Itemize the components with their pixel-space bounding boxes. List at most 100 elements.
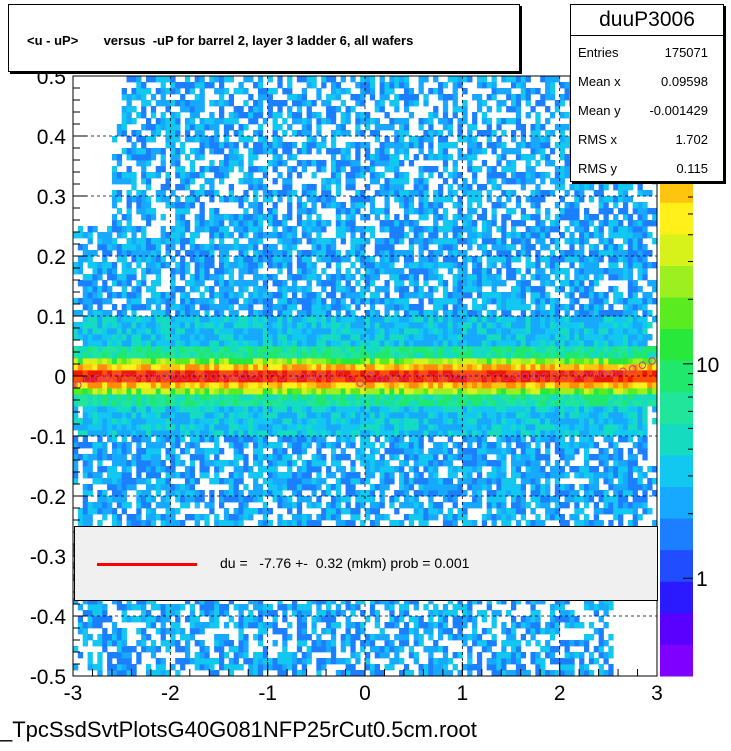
heatmap-cell bbox=[360, 520, 366, 527]
heatmap-cell bbox=[209, 118, 215, 125]
heatmap-cell bbox=[262, 646, 269, 653]
heatmap-cell bbox=[379, 106, 385, 113]
heatmap-cell bbox=[146, 76, 152, 83]
heatmap-cell bbox=[189, 610, 196, 617]
heatmap-cell bbox=[306, 358, 312, 365]
heatmap-cell bbox=[73, 310, 79, 317]
heatmap-cell bbox=[199, 220, 205, 227]
heatmap-cell bbox=[408, 358, 415, 365]
heatmap-cell bbox=[360, 292, 366, 299]
heatmap-cell bbox=[233, 262, 239, 269]
heatmap-cell bbox=[360, 388, 366, 395]
heatmap-cell bbox=[360, 400, 366, 407]
heatmap-cell bbox=[126, 340, 132, 347]
heatmap-cell bbox=[267, 298, 273, 305]
heatmap-cell bbox=[194, 310, 200, 317]
heatmap-cell bbox=[418, 634, 424, 641]
heatmap-cell bbox=[194, 94, 200, 101]
heatmap-cell bbox=[335, 88, 342, 95]
heatmap-cell bbox=[340, 346, 346, 353]
heatmap-cell bbox=[82, 454, 88, 461]
heatmap-cell bbox=[131, 358, 137, 365]
heatmap-cell bbox=[238, 388, 244, 395]
heatmap-cell bbox=[287, 298, 293, 305]
heatmap-cell bbox=[175, 646, 181, 653]
heatmap-cell bbox=[262, 172, 269, 179]
heatmap-cell bbox=[209, 100, 215, 107]
heatmap-cell bbox=[350, 520, 356, 527]
heatmap-cell bbox=[214, 520, 220, 527]
heatmap-cell bbox=[311, 382, 317, 389]
heatmap-cell bbox=[170, 424, 176, 431]
heatmap-cell bbox=[121, 214, 127, 221]
heatmap-cell bbox=[374, 646, 380, 653]
heatmap-cell bbox=[262, 418, 269, 425]
heatmap-cell bbox=[131, 292, 137, 299]
heatmap-cell bbox=[146, 136, 152, 143]
heatmap-cell bbox=[365, 430, 371, 437]
heatmap-cell bbox=[379, 598, 385, 605]
heatmap-cell bbox=[350, 340, 356, 347]
heatmap-cell bbox=[209, 406, 215, 413]
heatmap-cell bbox=[253, 454, 259, 461]
heatmap-cell bbox=[146, 502, 152, 509]
heatmap-cell bbox=[389, 394, 395, 401]
heatmap-cell bbox=[209, 208, 215, 215]
heatmap-cell bbox=[335, 670, 342, 677]
heatmap-cell bbox=[248, 118, 254, 125]
heatmap-cell bbox=[219, 448, 225, 455]
heatmap-cell bbox=[155, 280, 161, 287]
heatmap-cell bbox=[394, 130, 400, 137]
heatmap-cell bbox=[92, 400, 98, 407]
heatmap-cell bbox=[399, 316, 405, 323]
heatmap-cell bbox=[277, 304, 283, 311]
heatmap-cell bbox=[214, 412, 220, 419]
heatmap-cell bbox=[87, 430, 93, 437]
heatmap-cell bbox=[199, 262, 205, 269]
heatmap-cell bbox=[73, 268, 79, 275]
heatmap-cell bbox=[243, 442, 249, 449]
heatmap-cell bbox=[204, 406, 210, 413]
heatmap-cell bbox=[150, 340, 157, 347]
heatmap-cell bbox=[403, 370, 410, 377]
heatmap-cell bbox=[194, 328, 200, 335]
heatmap-cell bbox=[355, 598, 361, 605]
heatmap-cell bbox=[345, 304, 351, 311]
heatmap-cell bbox=[413, 514, 419, 521]
heatmap-cell bbox=[262, 406, 269, 413]
heatmap-cell bbox=[223, 340, 230, 347]
heatmap-cell bbox=[121, 328, 127, 335]
heatmap-cell bbox=[418, 268, 424, 275]
heatmap-cell bbox=[321, 202, 327, 209]
heatmap-cell bbox=[73, 472, 79, 479]
heatmap-cell bbox=[223, 334, 230, 341]
heatmap-cell bbox=[408, 388, 415, 395]
heatmap-cell bbox=[296, 418, 303, 425]
heatmap-cell bbox=[92, 640, 98, 647]
heatmap-cell bbox=[111, 442, 118, 449]
heatmap-cell bbox=[326, 388, 332, 395]
heatmap-cell bbox=[170, 352, 176, 359]
heatmap-cell bbox=[384, 646, 390, 653]
heatmap-cell bbox=[175, 658, 181, 665]
heatmap-cell bbox=[180, 460, 186, 467]
heatmap-cell bbox=[257, 82, 264, 89]
heatmap-cell bbox=[316, 142, 322, 149]
heatmap-cell bbox=[379, 220, 385, 227]
heatmap-cell bbox=[214, 610, 220, 617]
heatmap-cell bbox=[146, 484, 152, 491]
heatmap-cell bbox=[111, 598, 118, 605]
heatmap-cell bbox=[413, 658, 419, 665]
heatmap-cell bbox=[248, 418, 254, 425]
heatmap-cell bbox=[121, 88, 127, 95]
heatmap-cell bbox=[121, 478, 127, 485]
heatmap-cell bbox=[165, 430, 171, 437]
heatmap-cell bbox=[209, 184, 215, 191]
heatmap-cell bbox=[136, 400, 142, 407]
heatmap-cell bbox=[418, 370, 424, 377]
heatmap-cell bbox=[413, 490, 419, 497]
heatmap-cell bbox=[335, 124, 342, 131]
heatmap-cell bbox=[296, 364, 303, 371]
heatmap-cell bbox=[155, 298, 161, 305]
heatmap-cell bbox=[296, 472, 303, 479]
